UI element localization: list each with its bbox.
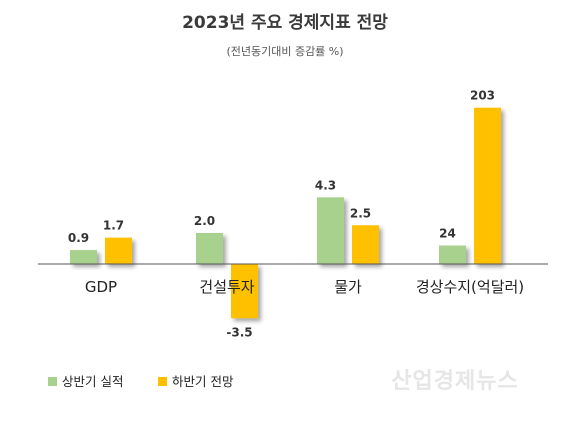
bar-second-half: [474, 107, 501, 264]
x-tick-label: 건설투자: [199, 278, 254, 296]
bar-second-half: [231, 264, 258, 319]
x-tick-labels: GDP 건설투자 물가 경상수지(억달러): [85, 278, 524, 296]
data-label: 0.9: [68, 231, 89, 245]
legend-swatch-first-half: [48, 377, 57, 386]
bar-first-half: [196, 233, 223, 264]
data-label: 24: [439, 227, 456, 241]
bar-first-half: [70, 250, 97, 264]
bar-second-half: [105, 237, 132, 264]
data-label: 4.3: [315, 178, 336, 192]
bar-first-half: [317, 197, 344, 264]
legend: 상반기 실적 하반기 전망: [48, 374, 234, 389]
data-label: 1.7: [103, 219, 124, 233]
data-labels: 0.9 1.7 2.0 -3.5 4.3 2.5 24 203: [68, 89, 495, 340]
x-tick-label: GDP: [85, 278, 117, 296]
bar-second-half: [352, 225, 379, 264]
x-tick-label: 경상수지(억달러): [416, 278, 524, 296]
data-label: 203: [470, 89, 495, 103]
data-label: 2.5: [350, 206, 371, 220]
legend-swatch-second-half: [158, 377, 167, 386]
x-tick-label: 물가: [334, 278, 362, 296]
chart-subtitle: (전년동기대비 증감률 %): [226, 45, 343, 58]
bar-first-half: [439, 245, 466, 264]
legend-label-first-half: 상반기 실적: [62, 374, 123, 389]
watermark: 산업경제뉴스: [391, 369, 518, 394]
chart-title: 2023년 주요 경제지표 전망: [182, 13, 388, 33]
data-label: 2.0: [194, 214, 215, 228]
data-label: -3.5: [226, 325, 252, 339]
bars-layer: [70, 107, 501, 319]
legend-label-second-half: 하반기 전망: [172, 374, 234, 389]
